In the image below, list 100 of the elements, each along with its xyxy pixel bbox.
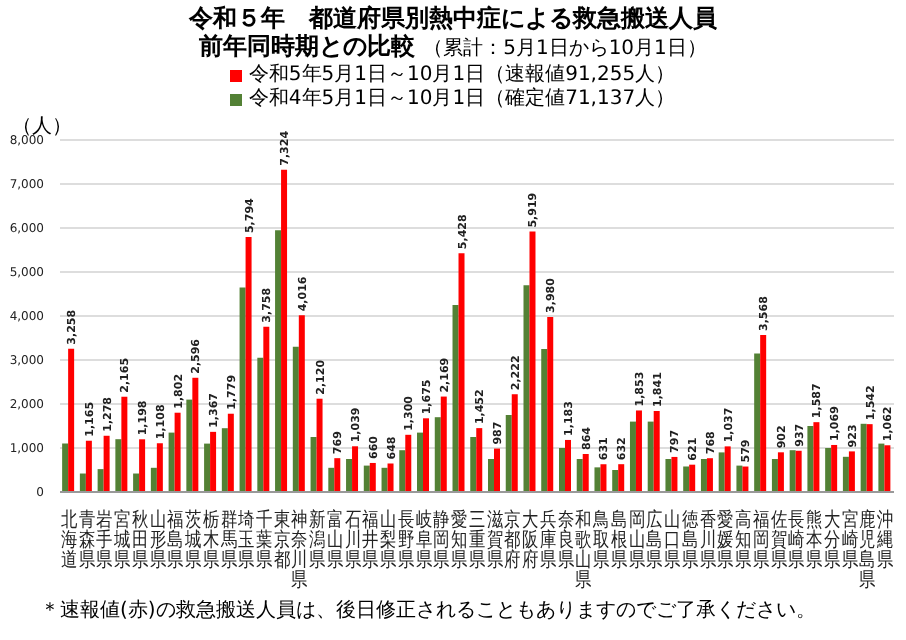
bar xyxy=(736,465,743,492)
bar xyxy=(511,394,518,492)
x-tick-label: 千葉県 xyxy=(255,508,273,573)
bar xyxy=(600,464,607,492)
bar xyxy=(423,418,430,492)
x-tick-label: 広島県 xyxy=(646,508,663,573)
x-tick-label: 青森県 xyxy=(78,508,95,573)
bar xyxy=(831,444,838,492)
bar xyxy=(618,464,625,492)
bar xyxy=(204,443,211,492)
x-tick-label: 埼玉県 xyxy=(236,508,255,573)
bar xyxy=(103,435,110,492)
x-tick-label: 鳥取県 xyxy=(591,508,610,573)
x-tick-label: 愛知県 xyxy=(451,508,468,573)
bar xyxy=(381,467,388,492)
bar xyxy=(352,446,359,492)
x-tick-label: 高知県 xyxy=(735,508,752,573)
chart-subtitle: 前年同時期との比較 xyxy=(199,32,416,60)
x-tick-label: 東京都 xyxy=(273,508,290,573)
x-tick-label: 長野県 xyxy=(397,508,415,573)
bar xyxy=(523,285,530,492)
bar xyxy=(399,450,406,492)
bar xyxy=(275,230,282,492)
legend-label: 令和4年5月1日～10月1日（確定値71,137人） xyxy=(248,88,676,112)
x-tick-label: 奈良県 xyxy=(557,508,574,573)
bar xyxy=(529,231,536,492)
bar xyxy=(629,421,636,492)
bar xyxy=(848,451,855,492)
bar xyxy=(245,237,252,492)
bar xyxy=(860,423,867,492)
bar xyxy=(594,467,601,492)
bar xyxy=(795,450,802,492)
x-tick-label: 福井県 xyxy=(362,508,379,573)
x-tick-label: 岩手県 xyxy=(96,508,113,573)
bar xyxy=(825,448,832,492)
x-tick-label: 山形県 xyxy=(149,508,166,573)
x-tick-label: 大分県 xyxy=(823,508,840,573)
bar xyxy=(718,452,725,492)
bar xyxy=(653,411,660,492)
bar xyxy=(221,428,228,492)
text: ＊速報値(赤)の救急搬送人員は、後日修正されることもありますのでご了承ください。 xyxy=(38,600,818,624)
bar xyxy=(635,410,642,492)
bar xyxy=(210,431,217,492)
bar xyxy=(68,348,75,492)
bar xyxy=(334,458,341,492)
bar xyxy=(689,464,696,492)
bar xyxy=(292,346,299,492)
chart-title: 令和５年 都道府県別熱中症による救急搬送人員 xyxy=(187,2,719,32)
bar xyxy=(789,450,796,492)
bar xyxy=(150,467,157,492)
bar xyxy=(133,473,140,492)
bar xyxy=(706,458,713,492)
bar xyxy=(777,452,784,492)
bar xyxy=(174,412,181,492)
bar xyxy=(239,287,246,492)
text: （累計：5月1日から10月1日） xyxy=(423,38,707,60)
bar xyxy=(363,465,370,492)
bar xyxy=(97,469,104,492)
bar xyxy=(564,439,571,492)
x-tick-label: 大阪府 xyxy=(522,508,539,573)
bar xyxy=(62,443,69,492)
x-tick-label: 兵庫県 xyxy=(539,508,557,573)
bar xyxy=(310,437,317,492)
x-tick-label: 新潟県 xyxy=(309,508,326,573)
bar xyxy=(884,445,891,492)
bar xyxy=(440,396,447,492)
legend-label: 令和5年5月1日～10月1日（速報値91,255人） xyxy=(248,64,676,87)
x-tick-label: 長崎県 xyxy=(788,508,805,573)
bar xyxy=(878,443,885,492)
bar xyxy=(866,424,873,492)
x-tick-label: 滋賀県 xyxy=(486,508,503,573)
y-axis-title: （人） xyxy=(12,114,72,138)
bar xyxy=(281,169,288,492)
bar xyxy=(547,316,554,492)
x-tick-label: 佐賀県 xyxy=(770,508,787,573)
x-tick-label: 福岡県 xyxy=(752,508,769,573)
bar xyxy=(168,432,175,492)
x-tick-label: 静岡県 xyxy=(433,508,450,573)
bar xyxy=(369,462,376,492)
x-tick-label: 北海道 xyxy=(60,508,77,573)
bar xyxy=(754,353,761,492)
x-tick-label: 愛媛県 xyxy=(717,508,734,573)
bar xyxy=(263,326,270,492)
x-tick-label: 熊本県 xyxy=(806,508,823,573)
bar xyxy=(494,448,500,492)
x-tick-label: 香川県 xyxy=(699,508,716,573)
x-tick-label: 福島県 xyxy=(167,508,184,573)
bar xyxy=(760,335,767,492)
x-tick-label: 栃木県 xyxy=(202,508,219,573)
x-tick-label: 宮城県 xyxy=(112,508,131,573)
x-tick-label: 沖縄県 xyxy=(875,508,894,573)
bar xyxy=(115,439,122,492)
bar xyxy=(186,399,193,492)
bar xyxy=(700,459,707,492)
bar xyxy=(813,422,820,492)
x-tick-label: 神奈川県 xyxy=(291,508,308,593)
x-tick-label: 群馬県 xyxy=(218,508,237,573)
x-tick-label: 三重県 xyxy=(468,510,486,573)
x-tick-label: 茨城県 xyxy=(183,508,202,573)
bar xyxy=(842,456,849,492)
